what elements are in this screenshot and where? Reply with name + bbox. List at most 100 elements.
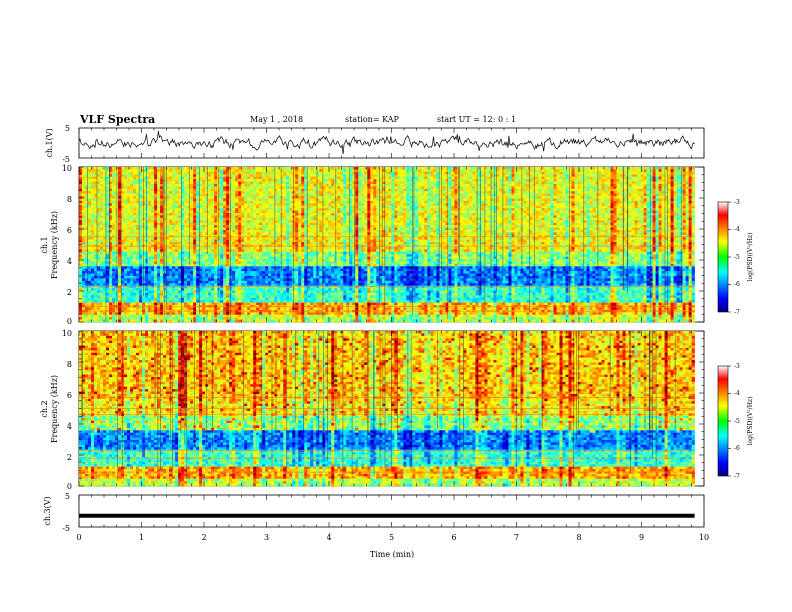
spectrogram-cell [469, 181, 473, 185]
spectrogram-cell [547, 183, 551, 187]
spectrogram-cell [151, 198, 155, 202]
spectrogram-cell [304, 208, 308, 211]
spectrogram-cell [415, 193, 419, 197]
spectrogram-cell [454, 215, 458, 219]
spectrogram-cell [424, 188, 428, 192]
spectrogram-cell [172, 193, 176, 197]
spectrogram-cell [328, 196, 332, 199]
spectrogram-cell [352, 193, 356, 197]
spectrogram-cell [619, 198, 623, 202]
spectrogram-cell [313, 188, 317, 192]
spectrogram-cell [391, 220, 395, 223]
spectrogram-cell [643, 167, 647, 170]
spectrogram-cell [85, 183, 89, 187]
spectrogram-cell [409, 217, 413, 221]
spectrogram-cell [286, 208, 290, 211]
spectrogram-cell [190, 205, 194, 209]
spectrogram-cell [448, 215, 452, 219]
spectrogram-cell [547, 181, 551, 185]
spectrogram-cell [418, 167, 422, 170]
spectrogram-cell [469, 196, 473, 199]
spectrogram-cell [685, 169, 689, 173]
spectrogram-cell [499, 205, 503, 209]
spectrogram-cell [121, 181, 125, 185]
spectrogram-cell [676, 179, 680, 182]
spectrogram-cell [139, 205, 143, 209]
spectrogram-cell [454, 200, 458, 204]
spectrogram-cell [481, 171, 485, 175]
spectrogram-cell [97, 188, 101, 192]
spectrogram-cell [691, 203, 695, 207]
spectrogram-cell [634, 213, 638, 216]
spectrogram-cell [208, 196, 212, 199]
spectrogram-cell [226, 181, 230, 185]
spectrogram-cell [280, 167, 284, 170]
spectrogram-cell [544, 179, 548, 182]
spectrogram-cell [502, 215, 506, 219]
spectrogram-cell [295, 220, 299, 223]
spectrogram-cell [451, 196, 455, 199]
spectrogram-cell [424, 193, 428, 197]
spectrogram-cell [265, 196, 269, 199]
spectrogram-cell [406, 193, 410, 197]
spectrogram-cell [298, 196, 302, 199]
spectrogram-cell [232, 217, 236, 221]
spectrogram-cell [280, 193, 284, 197]
spectrogram-cell [322, 217, 326, 221]
spectrogram-cell [490, 191, 494, 194]
spectrogram-cell [178, 176, 182, 180]
spectrogram-cell [283, 191, 287, 194]
spectrogram-cell [283, 215, 287, 219]
spectrogram-cell [391, 215, 395, 219]
spectrogram-cell [154, 198, 158, 202]
spectrogram-cell [124, 181, 128, 185]
spectrogram-cell [574, 169, 578, 173]
spectrogram-cell [415, 220, 419, 223]
spectrogram-cell [562, 183, 566, 187]
spectrogram-cell [565, 167, 569, 170]
spectrogram-cell [673, 205, 677, 209]
spectrogram-cell [673, 181, 677, 185]
spectrogram-cell [436, 208, 440, 211]
spectrogram-cell [124, 183, 128, 187]
spectrogram-cell [595, 203, 599, 207]
spectrogram-cell [82, 167, 86, 170]
spectrogram-cell [526, 174, 530, 177]
spectrogram-cell [472, 217, 476, 221]
spectrogram-cell [226, 176, 230, 180]
spectrogram-cell [211, 167, 215, 170]
spectrogram-cell [178, 181, 182, 185]
spectrogram-cell [88, 191, 92, 194]
spectrogram-cell [376, 193, 380, 197]
spectrogram-cell [409, 215, 413, 219]
spectrogram-cell [661, 167, 665, 170]
spectrogram-cell [505, 186, 509, 190]
spectrogram-cell [469, 186, 473, 190]
spectrogram-cell [544, 186, 548, 190]
spectrogram-cell [685, 176, 689, 180]
spectrogram-cell [451, 183, 455, 187]
spectrogram-cell [421, 196, 425, 199]
spectrogram-cell [382, 176, 386, 180]
spectrogram-cell [298, 171, 302, 175]
spectrogram-cell [457, 191, 461, 194]
spectrogram-cell [469, 176, 473, 180]
spectrogram-cell [277, 186, 281, 190]
spectrogram-cell [373, 196, 377, 199]
spectrogram-cell [556, 181, 560, 185]
spectrogram-cell [154, 169, 158, 173]
spectrogram-cell [151, 210, 155, 214]
spectrogram-cell [640, 171, 644, 175]
spectrogram-cell [169, 188, 173, 192]
spectrogram-cell [448, 167, 452, 170]
spectrogram-cell [175, 174, 179, 177]
spectrogram-cell [319, 203, 323, 207]
spectrogram-cell [319, 167, 323, 170]
spectrogram-cell [553, 193, 557, 197]
spectrogram-cell [604, 210, 608, 214]
spectrogram-cell [181, 176, 185, 180]
spectrogram-cell [304, 215, 308, 219]
spectrogram-cell [238, 174, 242, 177]
spectrogram-cell [316, 193, 320, 197]
spectrogram-cell [373, 210, 377, 214]
